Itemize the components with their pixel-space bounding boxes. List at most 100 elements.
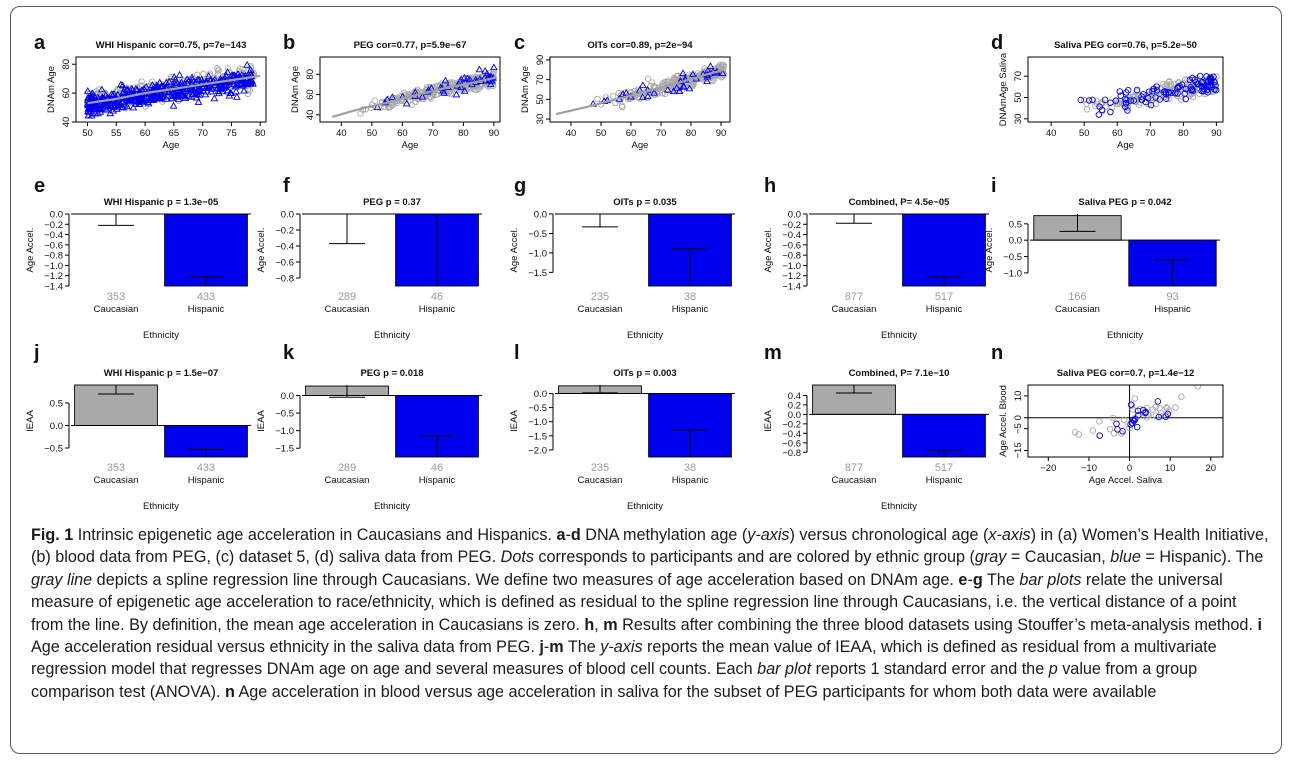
point-caucasian — [1075, 431, 1083, 438]
panel-label-h: h — [764, 175, 776, 197]
x-tick-label: 80 — [1178, 128, 1189, 139]
panel-title-g: OITs p = 0.035 — [613, 197, 677, 208]
x-tick-label: 50 — [596, 128, 607, 139]
point-hispanic — [1162, 413, 1169, 420]
category-label: Hispanic — [926, 475, 963, 486]
y-axis-label: Age Accel. — [984, 228, 995, 273]
group-count: 877 — [845, 291, 863, 303]
point-hispanic — [460, 73, 469, 81]
category-label: Caucasian — [832, 475, 877, 486]
point-hispanic — [1130, 97, 1138, 104]
y-tick-label: −1.0 — [1003, 268, 1022, 279]
point-hispanic — [1112, 97, 1120, 104]
point-caucasian — [215, 67, 222, 74]
panel-title-l: OITs p = 0.003 — [613, 368, 676, 379]
point-hispanic — [1133, 86, 1141, 94]
point-hispanic — [441, 76, 450, 84]
group-count: 38 — [684, 462, 696, 474]
y-tick-label: 0.0 — [281, 210, 294, 221]
point-hispanic — [1162, 89, 1170, 96]
y-tick-label: 0 — [1013, 415, 1024, 420]
y-tick-label: −0.5 — [1003, 252, 1022, 263]
point-hispanic — [188, 73, 196, 81]
point-hispanic — [1203, 73, 1210, 80]
y-tick-label: 0.0 — [534, 389, 547, 400]
category-label: Hispanic — [672, 304, 709, 315]
point-hispanic — [122, 85, 131, 93]
x-tick-label: 65 — [169, 128, 180, 139]
panel-title-b: PEG cor=0.77, p=5.9e−67 — [354, 40, 467, 51]
point-hispanic — [418, 92, 427, 100]
point-hispanic — [1208, 76, 1215, 83]
category-label: Hispanic — [926, 304, 963, 315]
point-hispanic — [1127, 401, 1135, 408]
category-label: Caucasian — [94, 475, 139, 486]
y-tick-label: 50 — [535, 94, 546, 105]
y-tick-label: −1.4 — [44, 282, 63, 293]
x-tick-label: 50 — [1079, 128, 1090, 139]
x-tick-label: 60 — [626, 128, 637, 139]
x-axis-label: Ethnicity — [881, 330, 917, 341]
point-hispanic — [1174, 90, 1181, 97]
point-caucasian — [644, 75, 652, 83]
x-tick-label: 70 — [1145, 128, 1156, 139]
group-count: 877 — [845, 462, 863, 474]
point-caucasian — [102, 90, 109, 97]
y-tick-label: 60 — [61, 88, 72, 99]
panel-label-l: l — [514, 342, 520, 364]
group-count: 235 — [591, 291, 609, 303]
plot-box — [75, 56, 267, 123]
category-label: Caucasian — [578, 475, 623, 486]
caption-italic: y-axis — [600, 638, 643, 657]
y-tick-label: −1.2 — [782, 271, 801, 282]
points-n — [1028, 385, 1223, 457]
point-caucasian — [138, 78, 145, 85]
point-caucasian — [1109, 414, 1117, 422]
x-tick-label: 90 — [1211, 128, 1222, 139]
y-tick-label: −1.0 — [275, 426, 294, 437]
point-hispanic — [135, 94, 144, 102]
point-hispanic — [1129, 416, 1137, 424]
x-tick-label: 20 — [1206, 463, 1217, 474]
point-hispanic — [1182, 95, 1189, 103]
point-caucasian — [1131, 395, 1139, 402]
panel-label-n: n — [991, 342, 1003, 364]
panel-title-n: Saliva PEG cor=0.7, p=1.4e−12 — [1057, 368, 1195, 379]
point-hispanic — [1139, 406, 1147, 414]
x-tick-label: 90 — [716, 128, 727, 139]
y-tick-label: −0.5 — [275, 409, 294, 420]
panel-title-h: Combined, P= 4.5e−05 — [849, 197, 951, 208]
point-hispanic — [475, 65, 484, 73]
panel-label-i: i — [991, 175, 997, 197]
y-tick-label: 0.0 — [50, 210, 63, 221]
point-hispanic — [1096, 103, 1103, 110]
point-caucasian — [1124, 420, 1132, 428]
caption-italic: bar plots — [1019, 570, 1082, 589]
point-hispanic — [148, 95, 157, 103]
point-hispanic — [133, 85, 141, 93]
point-hispanic — [84, 104, 93, 112]
panel-label-a: a — [34, 32, 46, 54]
caption-italic: p — [1048, 660, 1058, 679]
point-hispanic — [1123, 96, 1130, 104]
point-hispanic — [465, 75, 474, 83]
point-caucasian — [1096, 418, 1103, 425]
spline-line — [331, 76, 498, 118]
y-tick-label: 40 — [305, 110, 316, 121]
plot-box — [549, 56, 731, 123]
point-hispanic — [97, 96, 106, 103]
y-axis-label: Age Accel. Blood — [998, 385, 1009, 457]
y-tick-label: −0.5 — [528, 403, 547, 414]
panel-label-g: g — [514, 175, 526, 197]
point-hispanic — [1200, 83, 1208, 90]
point-hispanic — [204, 72, 213, 79]
point-hispanic — [622, 89, 631, 96]
point-hispanic — [672, 83, 681, 91]
y-tick-label: −15 — [1013, 442, 1024, 458]
point-caucasian — [688, 81, 695, 88]
y-tick-label: −0.4 — [275, 242, 294, 253]
panel-label-f: f — [283, 175, 290, 197]
